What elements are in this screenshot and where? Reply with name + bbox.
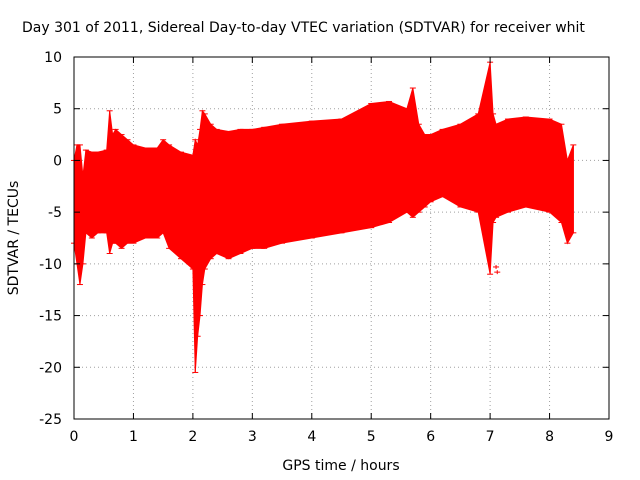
y-tick-label: 0 <box>53 153 62 169</box>
plot-border <box>73 56 610 420</box>
x-tick-label: 8 <box>545 429 554 445</box>
plot-area <box>71 61 577 373</box>
y-tick-label: -25 <box>39 412 62 428</box>
x-tick-label: 5 <box>367 429 376 445</box>
y-tick-label: 10 <box>44 50 62 66</box>
y-tick-label: -10 <box>39 257 62 273</box>
x-axis-label: GPS time / hours <box>282 458 399 474</box>
x-tick-label: 2 <box>188 429 197 445</box>
y-axis-label: SDTVAR / TECUs <box>6 181 22 296</box>
x-tick-label: 3 <box>248 429 257 445</box>
x-tick-label: 1 <box>129 429 138 445</box>
x-tick-label: 9 <box>605 429 614 445</box>
x-tick-label: 0 <box>70 429 79 445</box>
y-tick-label: 5 <box>53 102 62 118</box>
axis-ticks: 0 1 2 3 4 5 6 7 8 9 -25 -20 -15 -10 -5 0 5 10 <box>39 50 613 445</box>
x-tick-label: 4 <box>307 429 316 445</box>
chart-title: Day 301 of 2011, Sidereal Day-to-day VTE… <box>22 20 585 36</box>
y-tick-label: -15 <box>39 309 62 325</box>
x-tick-label: 6 <box>426 429 435 445</box>
y-tick-label: -20 <box>39 360 62 376</box>
y-tick-label: -5 <box>48 205 62 221</box>
x-tick-label: 7 <box>486 429 495 445</box>
